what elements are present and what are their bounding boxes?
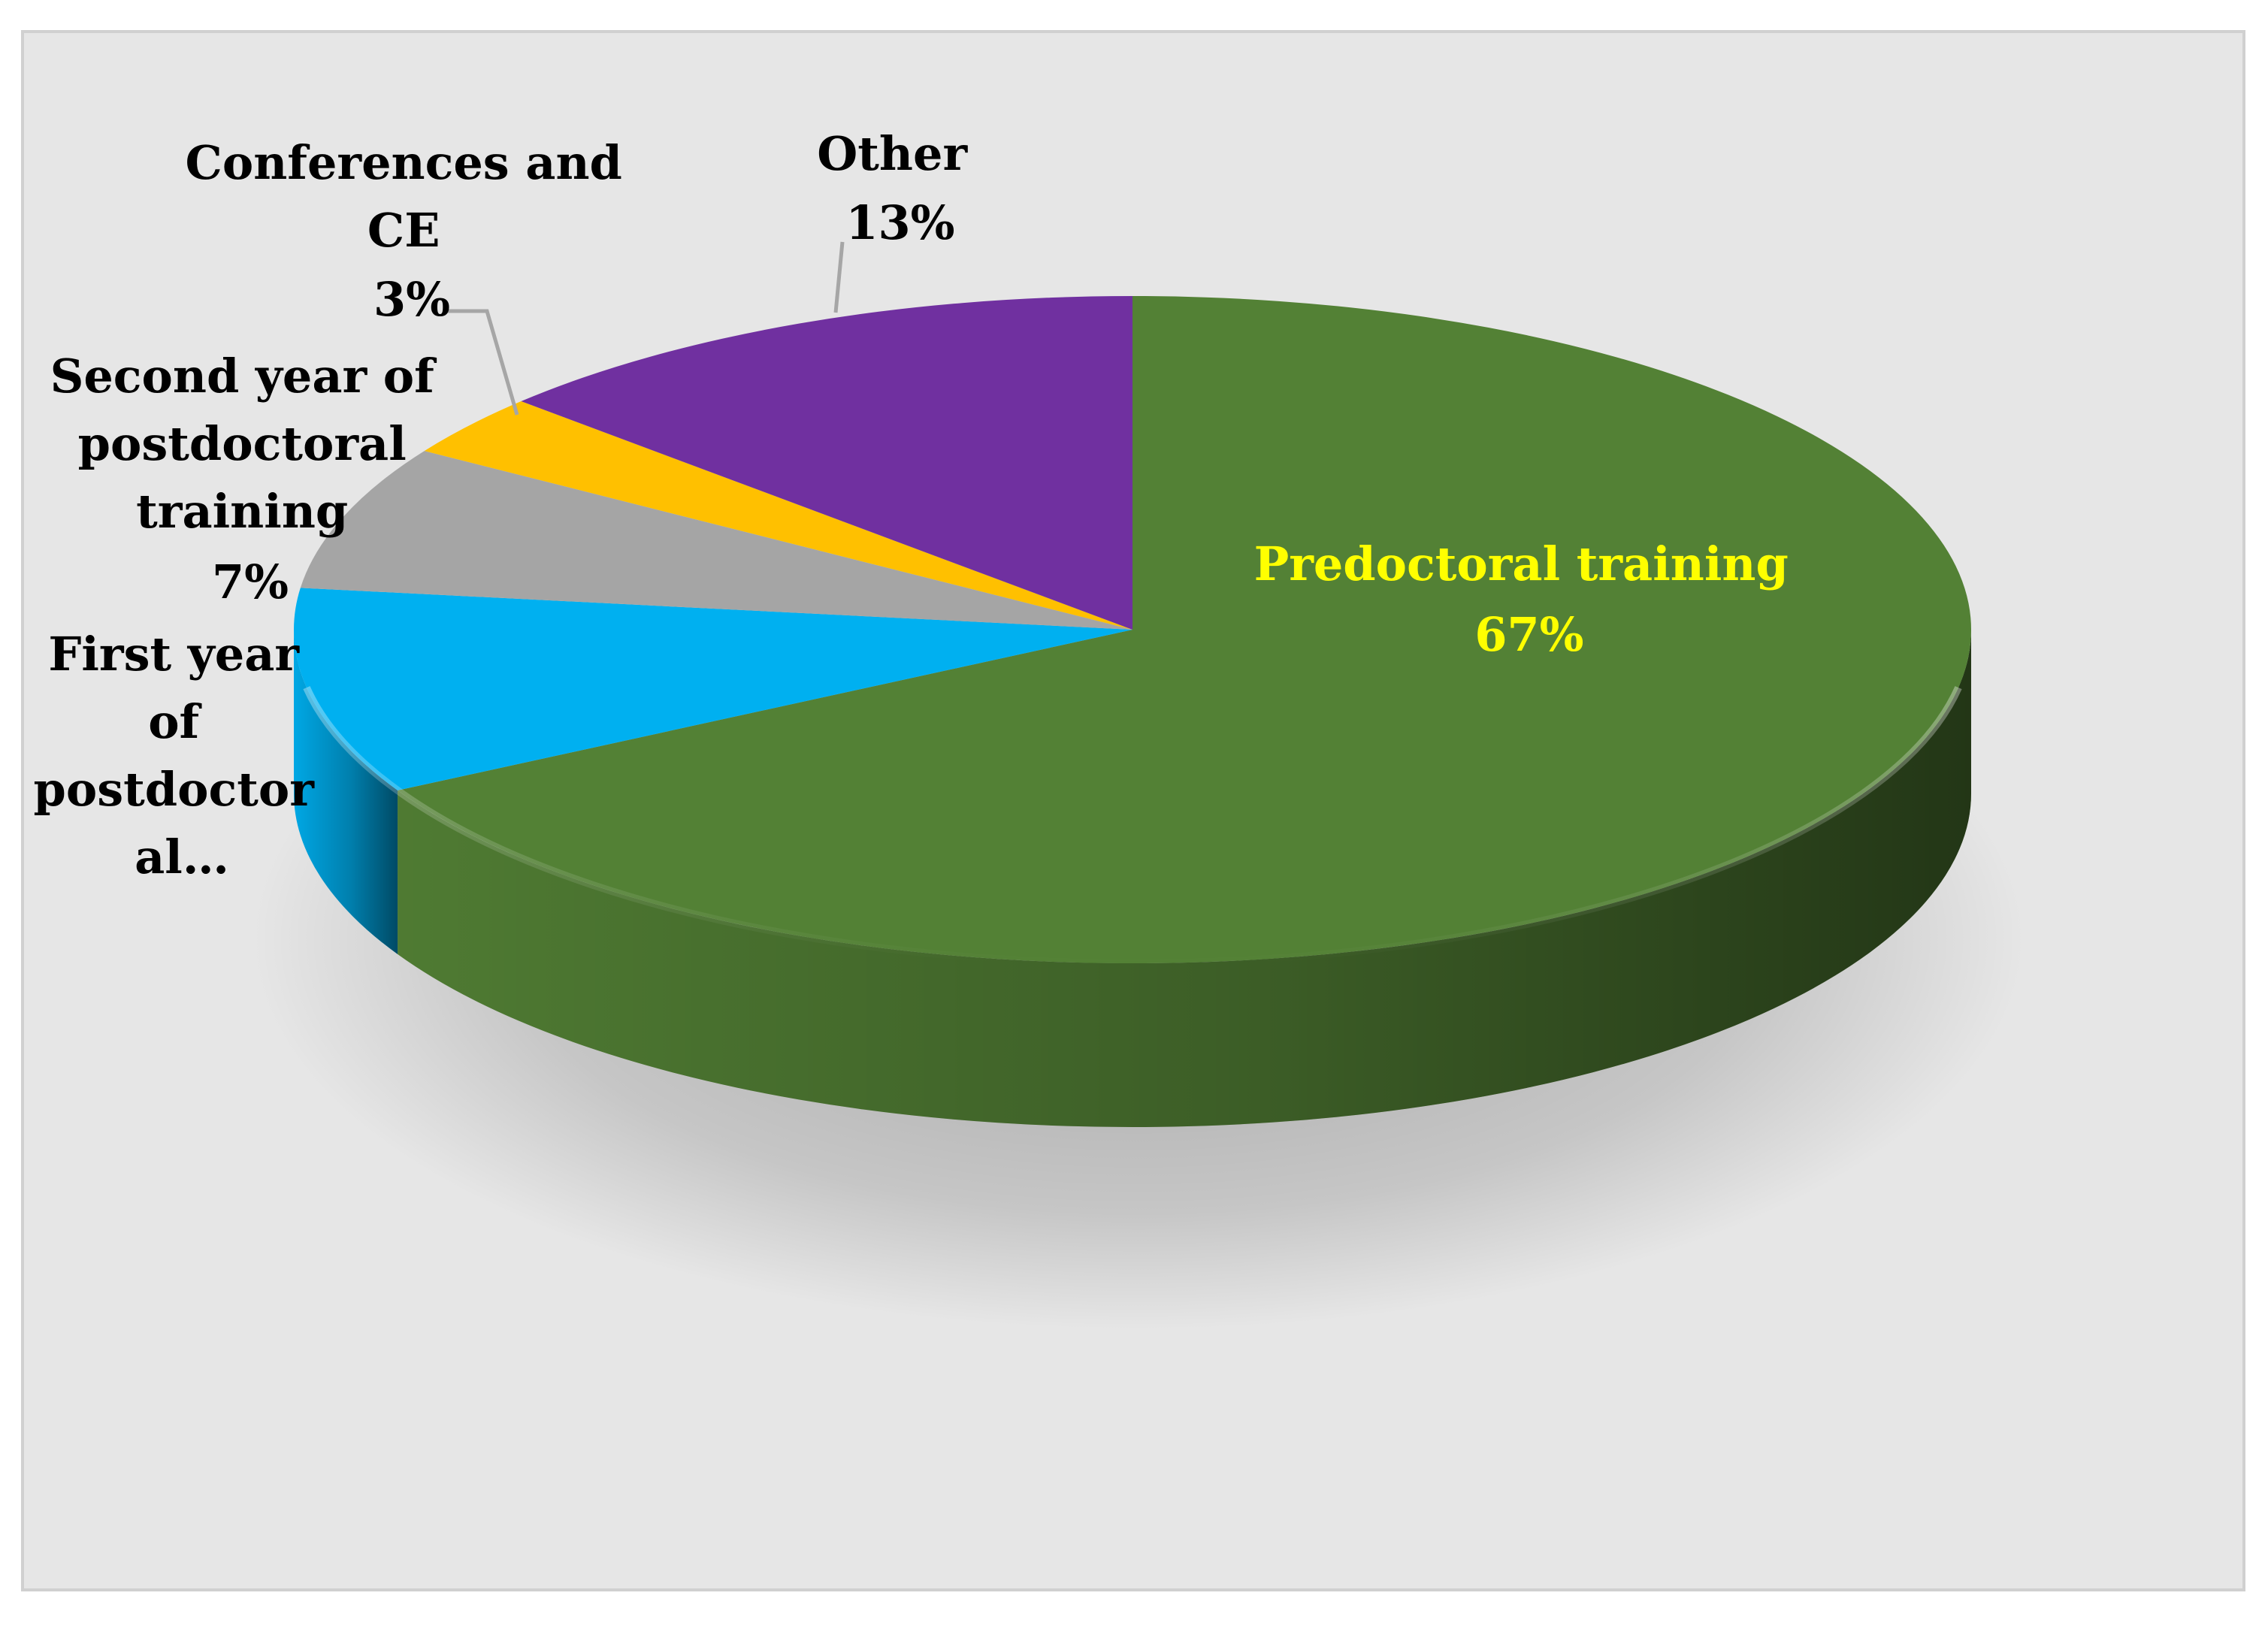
leader-line-conferences bbox=[446, 309, 519, 416]
label-second-year-line1: Second year of bbox=[50, 349, 437, 403]
pie-slice-other bbox=[521, 296, 1132, 630]
label-predoctoral: Predoctoral training 67% bbox=[1254, 536, 1805, 662]
pie-wall-shade-predoctoral-training bbox=[398, 630, 1971, 1128]
leader-line-other bbox=[833, 241, 845, 313]
label-second-year-line2: postdoctoral bbox=[78, 416, 407, 471]
label-conferences-line1: Conferences and bbox=[186, 135, 622, 190]
label-first-year-line4: al… bbox=[135, 830, 229, 884]
label-first-year-line2: of bbox=[148, 694, 201, 749]
label-first-year-line1: First year bbox=[48, 627, 300, 682]
label-second-year-value: 7% bbox=[212, 555, 289, 609]
label-predoctoral-value: 67% bbox=[1474, 607, 1583, 662]
pie-rim-highlight bbox=[303, 686, 1962, 968]
pie-slice-second-year-of-postdoctoral-training bbox=[300, 451, 1132, 630]
pie-slice-predoctoral-training bbox=[398, 296, 1971, 963]
label-other-value: 13% bbox=[845, 195, 954, 250]
pie-slice-first-year-of-postdoctoral bbox=[293, 588, 1132, 790]
label-first-year: First year of postdoctor al… bbox=[34, 627, 331, 884]
label-other: Other 13% bbox=[817, 126, 983, 250]
label-other-name: Other bbox=[817, 126, 968, 181]
label-second-year: Second year of postdoctoral training 7% bbox=[50, 349, 451, 609]
label-first-year-line3: postdoctor bbox=[34, 762, 316, 817]
label-conferences-value: 3% bbox=[373, 272, 450, 327]
label-predoctoral-name: Predoctoral training bbox=[1254, 536, 1789, 591]
label-conferences-line2: CE bbox=[367, 203, 440, 258]
pie-slice-conferences-and-ce bbox=[424, 401, 1132, 630]
pie-wall-shade-first-year-of-postdoctoral bbox=[294, 630, 398, 954]
label-second-year-line3: training bbox=[136, 484, 348, 539]
label-conferences: Conferences and CE 3% bbox=[186, 135, 639, 327]
